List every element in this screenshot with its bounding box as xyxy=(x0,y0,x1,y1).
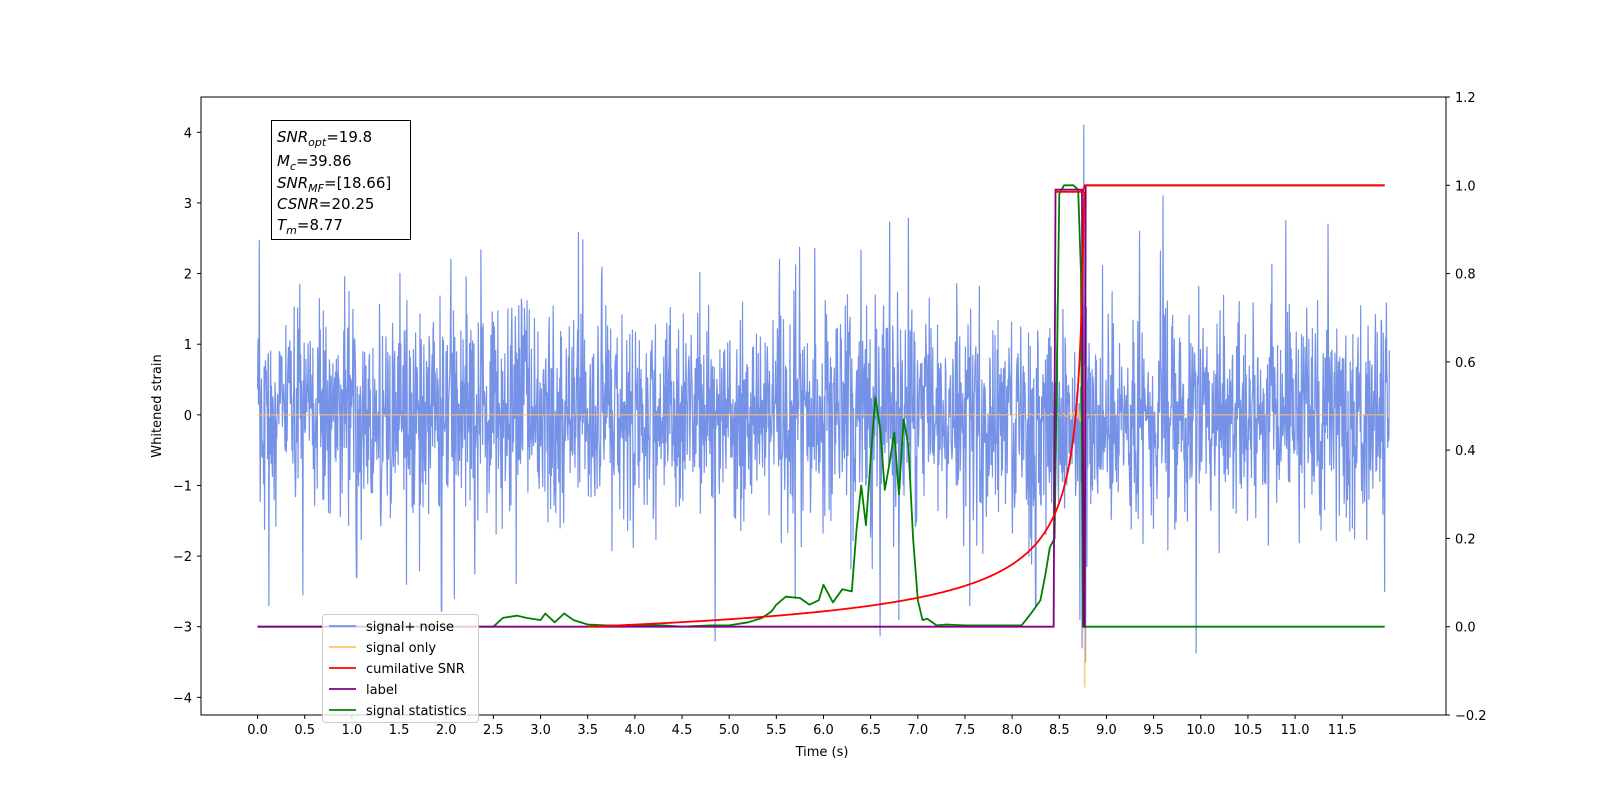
x-tick-label: 7.0 xyxy=(907,723,928,738)
y-tick-label: −3 xyxy=(173,621,192,636)
x-tick-label: 3.0 xyxy=(530,723,551,738)
snr-opt-sub: opt xyxy=(308,136,327,149)
x-tick-label: 6.0 xyxy=(813,723,834,738)
y2-tick-label: 0.6 xyxy=(1455,356,1476,371)
y2-tick-label: 0.0 xyxy=(1455,621,1476,636)
y2-tick-label: 1.2 xyxy=(1455,91,1476,106)
x-tick-label: 0.0 xyxy=(247,723,268,738)
x-tick-label: 9.5 xyxy=(1143,723,1164,738)
series-layer xyxy=(256,124,1391,688)
x-tick-label: 6.5 xyxy=(860,723,881,738)
y-axis-label: Whitened strain xyxy=(150,354,165,457)
annotation-snr-opt: SNRopt=19.8 xyxy=(277,128,372,149)
series-label-line xyxy=(257,184,1385,628)
mc-base: M xyxy=(277,152,290,170)
legend-label: signal only xyxy=(366,641,436,656)
tm-base: T xyxy=(277,216,288,234)
y-tick-label: 0 xyxy=(184,409,192,424)
y2-tick-label: 0.8 xyxy=(1455,268,1476,283)
snr-mf-sub: MF xyxy=(308,182,324,195)
annotation-csnr: CSNR=20.25 xyxy=(277,195,374,213)
y-tick-label: 2 xyxy=(184,268,192,283)
tm-sub: m xyxy=(286,224,297,237)
csnr-value: =20.25 xyxy=(319,195,375,213)
x-tick-label: 4.0 xyxy=(625,723,646,738)
y2-tick-label: 1.0 xyxy=(1455,179,1476,194)
series-signal-noise-line xyxy=(256,124,1391,663)
legend-label: signal+ noise xyxy=(366,620,454,635)
tm-value: =8.77 xyxy=(297,216,343,234)
x-tick-label: 11.5 xyxy=(1328,723,1357,738)
series-cumulative-snr-line xyxy=(587,184,1385,628)
annotation-box: SNRopt=19.8 Mc=39.86 SNRMF=[18.66] CSNR=… xyxy=(271,120,411,240)
x-tick-label: 1.5 xyxy=(389,723,410,738)
x-tick-label: 5.0 xyxy=(719,723,740,738)
y-axis-right: 1.2 1.0 0.8 0.6 0.4 0.2 0.0 −0.2 xyxy=(1446,91,1487,724)
snr-mf-value: =[18.66] xyxy=(324,174,391,192)
x-tick-label: 8.0 xyxy=(1002,723,1023,738)
csnr-base: CSNR xyxy=(277,195,319,213)
x-tick-label: 1.0 xyxy=(342,723,363,738)
y-tick-label: 3 xyxy=(184,197,192,212)
annotation-mc: Mc=39.86 xyxy=(277,152,352,173)
mc-sub: c xyxy=(290,160,296,173)
legend-frame xyxy=(322,614,479,723)
y-tick-label: 1 xyxy=(184,338,192,353)
x-tick-label: 2.5 xyxy=(483,723,504,738)
series-signal-only-line xyxy=(257,364,1390,688)
legend-label: label xyxy=(366,683,397,698)
x-tick-label: 0.5 xyxy=(294,723,315,738)
y-axis-left: 4 3 2 1 0 −1 −2 −3 −4 xyxy=(173,126,201,706)
legend: signal+ noise signal only cumilative SNR la… xyxy=(322,614,479,723)
y-tick-label: −1 xyxy=(173,479,192,494)
y-tick-label: −4 xyxy=(173,691,192,706)
x-tick-label: 7.5 xyxy=(955,723,976,738)
annotation-tm: Tm=8.77 xyxy=(277,216,343,237)
x-tick-label: 11.0 xyxy=(1281,723,1310,738)
x-axis-label: Time (s) xyxy=(795,745,849,760)
x-tick-label: 3.5 xyxy=(577,723,598,738)
x-tick-label: 10.5 xyxy=(1233,723,1262,738)
snr-mf-base: SNR xyxy=(277,174,308,192)
y2-tick-label: 0.2 xyxy=(1455,532,1476,547)
legend-label: cumilative SNR xyxy=(366,662,465,677)
x-tick-label: 4.5 xyxy=(672,723,693,738)
y-tick-label: −2 xyxy=(173,550,192,565)
snr-opt-value: =19.8 xyxy=(326,128,372,146)
x-tick-label: 5.5 xyxy=(766,723,787,738)
legend-label: signal statistics xyxy=(366,704,467,719)
mc-value: =39.86 xyxy=(296,152,352,170)
x-axis: 0.0 0.5 1.0 1.5 2.0 2.5 3.0 3.5 4.0 4.5 5.0 5.5 6.0 6… xyxy=(247,715,1357,738)
snr-opt-base: SNR xyxy=(277,128,308,146)
y2-tick-label: 0.4 xyxy=(1455,444,1476,459)
annotation-frame xyxy=(271,120,411,240)
x-tick-label: 10.0 xyxy=(1186,723,1215,738)
x-tick-label: 8.5 xyxy=(1049,723,1070,738)
legend-entries: signal+ noise signal only cumilative SNR la… xyxy=(329,620,467,719)
y2-tick-label: −0.2 xyxy=(1455,709,1487,724)
y-tick-label: 4 xyxy=(184,126,192,141)
x-tick-label: 2.0 xyxy=(436,723,457,738)
x-tick-label: 9.0 xyxy=(1096,723,1117,738)
annotation-snr-mf: SNRMF=[18.66] xyxy=(277,174,391,195)
